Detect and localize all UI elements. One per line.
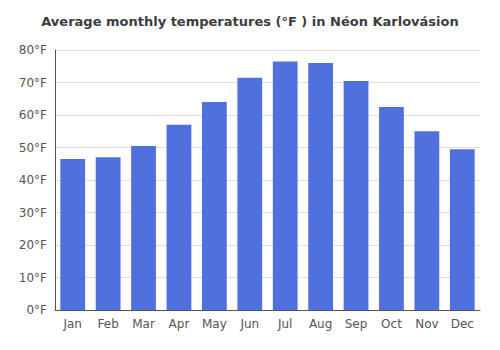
svg-text:20°F: 20°F — [19, 238, 47, 252]
svg-text:60°F: 60°F — [19, 108, 47, 122]
svg-text:80°F: 80°F — [19, 43, 47, 57]
svg-text:Average monthly temperatures (: Average monthly temperatures (°F ) in Né… — [41, 14, 458, 29]
svg-text:40°F: 40°F — [19, 173, 47, 187]
svg-text:Sep: Sep — [345, 317, 368, 331]
svg-text:0°F: 0°F — [26, 303, 47, 317]
svg-text:Apr: Apr — [169, 317, 190, 331]
svg-text:Oct: Oct — [381, 317, 402, 331]
svg-text:10°F: 10°F — [19, 271, 47, 285]
svg-text:70°F: 70°F — [19, 76, 47, 90]
svg-text:Aug: Aug — [309, 317, 332, 331]
svg-text:Mar: Mar — [132, 317, 155, 331]
svg-text:50°F: 50°F — [19, 141, 47, 155]
svg-text:Jun: Jun — [239, 317, 259, 331]
svg-text:Feb: Feb — [98, 317, 119, 331]
svg-text:Nov: Nov — [415, 317, 438, 331]
svg-text:Dec: Dec — [451, 317, 474, 331]
svg-text:30°F: 30°F — [19, 206, 47, 220]
svg-text:May: May — [202, 317, 227, 331]
svg-text:Jan: Jan — [62, 317, 82, 331]
svg-text:Jul: Jul — [277, 317, 292, 331]
